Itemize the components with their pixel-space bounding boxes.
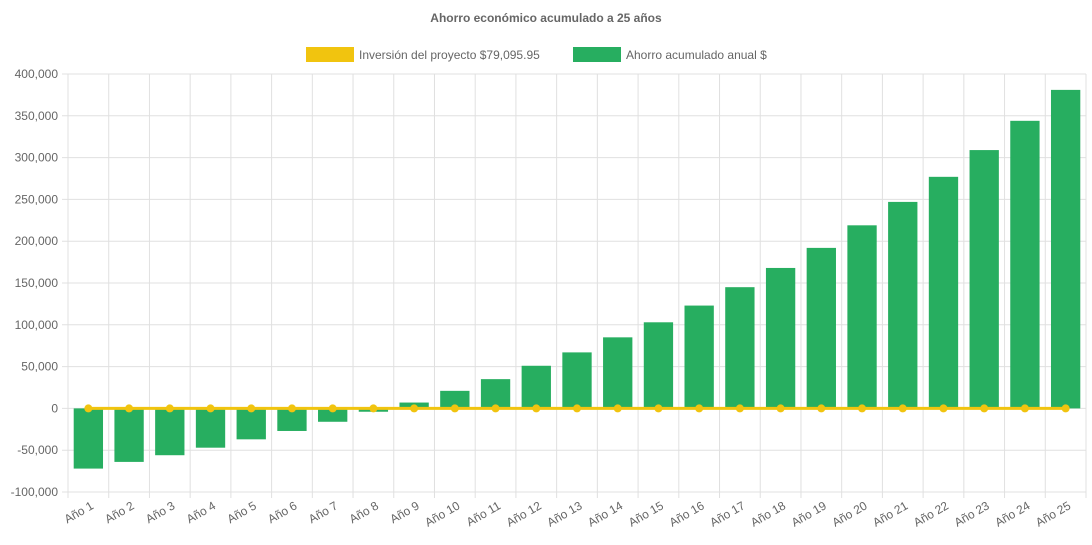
legend-swatch-inversion[interactable] — [306, 47, 354, 62]
x-tick-label: Año 7 — [306, 498, 340, 526]
y-tick-label: 0 — [51, 401, 58, 415]
x-tick-label: Año 19 — [789, 498, 829, 529]
investment-point[interactable] — [410, 404, 418, 412]
x-tick-label: Año 24 — [992, 498, 1032, 529]
x-tick-label: Año 9 — [387, 498, 421, 526]
bar-ahorro[interactable] — [644, 322, 673, 408]
x-tick-label: Año 8 — [347, 498, 381, 526]
x-tick-label: Año 11 — [464, 498, 503, 529]
x-tick-label: Año 16 — [667, 498, 707, 529]
investment-point[interactable] — [492, 404, 500, 412]
investment-point[interactable] — [84, 404, 92, 412]
x-tick-label: Año 17 — [707, 498, 747, 529]
x-tick-label: Año 10 — [422, 498, 462, 529]
bar-ahorro[interactable] — [929, 177, 958, 409]
y-tick-label: 250,000 — [15, 192, 59, 206]
x-tick-label: Año 13 — [545, 498, 585, 529]
investment-point[interactable] — [614, 404, 622, 412]
bar-ahorro[interactable] — [1010, 121, 1039, 409]
legend-swatch-ahorro[interactable] — [573, 47, 621, 62]
x-tick-label: Año 21 — [870, 498, 910, 529]
x-tick-label: Año 14 — [585, 498, 625, 529]
x-tick-label: Año 18 — [748, 498, 788, 529]
investment-point[interactable] — [369, 404, 377, 412]
y-tick-label: 200,000 — [15, 234, 59, 248]
investment-point[interactable] — [288, 404, 296, 412]
bar-ahorro[interactable] — [603, 337, 632, 408]
bar-ahorro[interactable] — [114, 408, 143, 462]
investment-line — [84, 404, 1069, 412]
investment-point[interactable] — [125, 404, 133, 412]
bar-ahorro[interactable] — [847, 225, 876, 408]
bar-ahorro[interactable] — [725, 287, 754, 408]
investment-point[interactable] — [695, 404, 703, 412]
bar-ahorro[interactable] — [74, 408, 103, 468]
investment-point[interactable] — [654, 404, 662, 412]
investment-point[interactable] — [899, 404, 907, 412]
bar-ahorro[interactable] — [766, 268, 795, 408]
bar-ahorro[interactable] — [888, 202, 917, 408]
bar-ahorro[interactable] — [970, 150, 999, 408]
x-tick-label: Año 5 — [225, 498, 259, 526]
x-tick-label: Año 6 — [265, 498, 299, 526]
x-tick-label: Año 20 — [830, 498, 870, 529]
investment-point[interactable] — [980, 404, 988, 412]
investment-point[interactable] — [1021, 404, 1029, 412]
bar-ahorro[interactable] — [196, 408, 225, 447]
x-tick-label: Año 3 — [143, 498, 177, 526]
investment-point[interactable] — [166, 404, 174, 412]
investment-point[interactable] — [736, 404, 744, 412]
investment-point[interactable] — [329, 404, 337, 412]
bar-ahorro[interactable] — [237, 408, 266, 439]
investment-point[interactable] — [777, 404, 785, 412]
investment-point[interactable] — [451, 404, 459, 412]
y-tick-label: 300,000 — [15, 151, 59, 165]
y-axis-ticks: 400,000 350,000 300,000 250,000 200,000 150,0… — [11, 67, 59, 499]
investment-point[interactable] — [573, 404, 581, 412]
x-tick-label: Año 4 — [184, 498, 218, 526]
investment-point[interactable] — [247, 404, 255, 412]
x-tick-label: Año 2 — [102, 498, 136, 526]
bar-ahorro[interactable] — [155, 408, 184, 455]
x-tick-label: Año 25 — [1033, 498, 1073, 529]
investment-point[interactable] — [858, 404, 866, 412]
x-tick-label: Año 22 — [911, 498, 951, 529]
bar-ahorro[interactable] — [1051, 90, 1080, 409]
legend[interactable]: Inversión del proyecto $79,095.95 Ahorro… — [306, 47, 767, 62]
legend-label-ahorro[interactable]: Ahorro acumulado anual $ — [626, 48, 767, 62]
bar-ahorro[interactable] — [685, 306, 714, 409]
y-tick-label: -50,000 — [17, 443, 58, 457]
legend-label-inversion[interactable]: Inversión del proyecto $79,095.95 — [359, 48, 540, 62]
x-tick-label: Año 12 — [504, 498, 544, 529]
y-tick-label: 50,000 — [21, 360, 58, 374]
y-tick-label: 400,000 — [15, 67, 59, 81]
investment-point[interactable] — [207, 404, 215, 412]
x-tick-label: Año 15 — [626, 498, 666, 529]
investment-point[interactable] — [532, 404, 540, 412]
bar-ahorro[interactable] — [522, 366, 551, 409]
y-tick-label: -100,000 — [11, 485, 59, 499]
x-axis-ticks: Año 1Año 2Año 3Año 4Año 5Año 6Año 7Año 8… — [62, 498, 1074, 529]
chart-title: Ahorro económico acumulado a 25 años — [430, 11, 662, 25]
x-tick-label: Año 23 — [952, 498, 992, 529]
x-tick-label: Año 1 — [62, 498, 96, 526]
investment-point[interactable] — [1062, 404, 1070, 412]
bar-ahorro[interactable] — [562, 352, 591, 408]
investment-point[interactable] — [817, 404, 825, 412]
y-tick-label: 350,000 — [15, 109, 59, 123]
bar-ahorro[interactable] — [481, 379, 510, 408]
investment-point[interactable] — [939, 404, 947, 412]
y-tick-label: 150,000 — [15, 276, 59, 290]
y-tick-label: 100,000 — [15, 318, 59, 332]
bar-ahorro[interactable] — [807, 248, 836, 409]
